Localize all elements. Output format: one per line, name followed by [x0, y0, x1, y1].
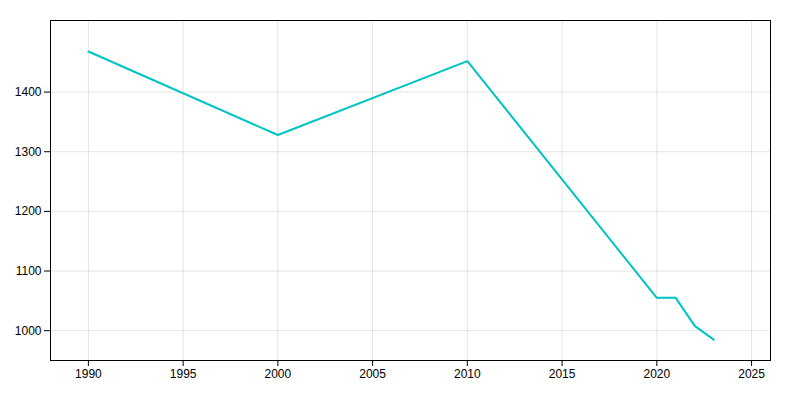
svg-text:2005: 2005 [359, 367, 386, 381]
svg-text:2020: 2020 [643, 367, 670, 381]
svg-text:1300: 1300 [15, 145, 42, 159]
svg-text:1400: 1400 [15, 85, 42, 99]
svg-text:1000: 1000 [15, 324, 42, 338]
svg-text:1200: 1200 [15, 204, 42, 218]
svg-text:1990: 1990 [75, 367, 102, 381]
svg-text:2010: 2010 [454, 367, 481, 381]
svg-text:2025: 2025 [738, 367, 765, 381]
svg-text:1100: 1100 [16, 264, 42, 278]
svg-text:1995: 1995 [170, 367, 197, 381]
svg-text:2015: 2015 [549, 367, 576, 381]
svg-text:2000: 2000 [265, 367, 292, 381]
